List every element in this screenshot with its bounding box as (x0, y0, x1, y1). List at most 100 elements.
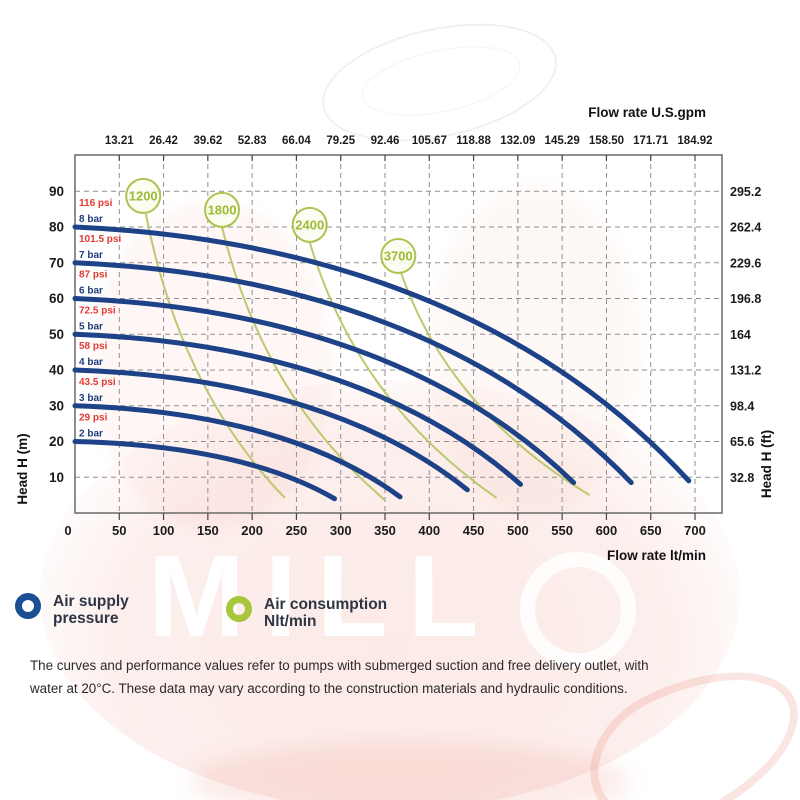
svg-text:171.71: 171.71 (633, 135, 669, 147)
top-axis-title: Flow rate U.S.gpm (588, 105, 706, 120)
svg-text:2 bar: 2 bar (79, 429, 103, 440)
svg-text:145.29: 145.29 (545, 135, 580, 147)
axis-tick-labels: 0 50 100 150 200 250 300 350 400 450 500 550 600 650 7… (49, 135, 761, 538)
svg-text:50: 50 (112, 523, 126, 538)
svg-text:65.6: 65.6 (730, 435, 754, 449)
legend-air-supply-label: Air supply pressure (53, 593, 129, 627)
consumption-balloon-1200 (125, 177, 162, 214)
pressure-curve-5bar (72, 331, 524, 487)
svg-text:131.2: 131.2 (730, 364, 761, 378)
svg-text:58 psi: 58 psi (79, 341, 108, 352)
grid-lines (75, 155, 722, 513)
svg-text:43.5 psi: 43.5 psi (79, 377, 116, 388)
svg-text:295.2: 295.2 (730, 185, 761, 199)
bottom-axis-title: Flow rate lt/min (607, 548, 706, 563)
footer-note: The curves and performance values refer … (30, 655, 775, 700)
consumption-curve-1800 (221, 226, 386, 501)
svg-text:98.4: 98.4 (730, 399, 754, 413)
svg-text:72.5 psi: 72.5 psi (79, 305, 116, 316)
svg-text:150: 150 (197, 523, 219, 538)
svg-text:229.6: 229.6 (730, 256, 761, 270)
footer-line-1: The curves and performance values refer … (30, 658, 649, 673)
pressure-curve-8bar (72, 224, 692, 484)
consumption-balloon-3700 (380, 237, 417, 274)
svg-text:90: 90 (49, 184, 64, 199)
svg-text:60: 60 (49, 291, 64, 306)
consumption-balloon-2400 (291, 206, 328, 243)
svg-text:26.42: 26.42 (149, 135, 178, 147)
svg-text:5 bar: 5 bar (79, 321, 103, 332)
svg-text:300: 300 (330, 523, 352, 538)
svg-text:2400: 2400 (295, 217, 324, 232)
svg-text:4 bar: 4 bar (79, 357, 103, 368)
consumption-balloons: 1200 1800 2400 3700 (125, 177, 417, 274)
svg-text:92.46: 92.46 (371, 135, 400, 147)
svg-text:100: 100 (153, 523, 175, 538)
svg-text:66.04: 66.04 (282, 135, 311, 147)
svg-text:30: 30 (49, 398, 64, 413)
svg-text:200: 200 (241, 523, 263, 538)
pressure-curve-7bar (72, 260, 634, 486)
svg-text:450: 450 (463, 523, 485, 538)
svg-text:1800: 1800 (208, 202, 237, 217)
svg-text:400: 400 (418, 523, 440, 538)
svg-text:164: 164 (730, 328, 751, 342)
pressure-curves (72, 224, 692, 502)
svg-text:20: 20 (49, 434, 64, 449)
footer-line-2: water at 20°C. These data may vary accor… (30, 680, 628, 696)
svg-text:7 bar: 7 bar (79, 250, 103, 261)
svg-text:80: 80 (49, 220, 64, 235)
svg-text:250: 250 (286, 523, 308, 538)
svg-text:500: 500 (507, 523, 529, 538)
svg-text:350: 350 (374, 523, 396, 538)
svg-text:105.67: 105.67 (412, 135, 447, 147)
pressure-curve-4bar (72, 367, 470, 493)
pressure-curve-6bar (72, 296, 577, 486)
legend-air-supply: Air supply pressure (15, 593, 129, 627)
svg-text:39.62: 39.62 (193, 135, 222, 147)
svg-text:3700: 3700 (384, 248, 413, 263)
svg-text:8 bar: 8 bar (79, 214, 103, 225)
svg-text:3 bar: 3 bar (79, 393, 103, 404)
svg-text:32.8: 32.8 (730, 471, 754, 485)
svg-text:158.50: 158.50 (589, 135, 624, 147)
pump-chart-svg: Flow rate U.S.gpm Flow rate lt/min Head … (15, 105, 774, 563)
air-supply-ring-icon (15, 593, 41, 619)
svg-text:10: 10 (49, 470, 64, 485)
svg-text:87 psi: 87 psi (79, 270, 108, 281)
pressure-curve-2bar (72, 439, 338, 502)
svg-text:79.25: 79.25 (326, 135, 355, 147)
legend-line: pressure (53, 610, 119, 627)
pressure-curve-3bar (72, 403, 403, 500)
legend-line: Air consumption (264, 596, 388, 613)
svg-text:262.4: 262.4 (730, 221, 761, 235)
svg-text:184.92: 184.92 (677, 135, 712, 147)
consumption-curve-3700 (399, 269, 591, 496)
svg-text:650: 650 (640, 523, 662, 538)
air-consumption-ring-icon (226, 596, 252, 622)
watermark-bottom-band (190, 742, 630, 800)
svg-text:196.8: 196.8 (730, 292, 761, 306)
svg-text:70: 70 (49, 255, 64, 270)
left-axis-title: Head H (m) (15, 433, 30, 504)
svg-text:29 psi: 29 psi (79, 413, 108, 424)
pressure-value-labels: 116 psi 8 bar 101.5 psi 7 bar 87 psi 6 bar 72.… (79, 198, 121, 440)
svg-text:101.5 psi: 101.5 psi (79, 234, 121, 245)
svg-text:1200: 1200 (129, 188, 158, 203)
svg-text:700: 700 (684, 523, 706, 538)
legend-air-consumption-label: Air consumption Nlt/min (264, 596, 387, 630)
svg-text:132.09: 132.09 (500, 135, 535, 147)
legend-air-consumption: Air consumption Nlt/min (226, 596, 387, 630)
consumption-balloon-1800 (204, 191, 241, 228)
svg-text:6 bar: 6 bar (79, 286, 103, 297)
svg-text:52.83: 52.83 (238, 135, 267, 147)
svg-text:50: 50 (49, 327, 64, 342)
svg-text:550: 550 (551, 523, 573, 538)
svg-text:116 psi: 116 psi (79, 198, 113, 209)
svg-text:0: 0 (64, 523, 71, 538)
svg-text:600: 600 (596, 523, 618, 538)
consumption-curve-2400 (308, 241, 498, 499)
svg-text:13.21: 13.21 (105, 135, 134, 147)
svg-text:118.88: 118.88 (456, 135, 491, 147)
